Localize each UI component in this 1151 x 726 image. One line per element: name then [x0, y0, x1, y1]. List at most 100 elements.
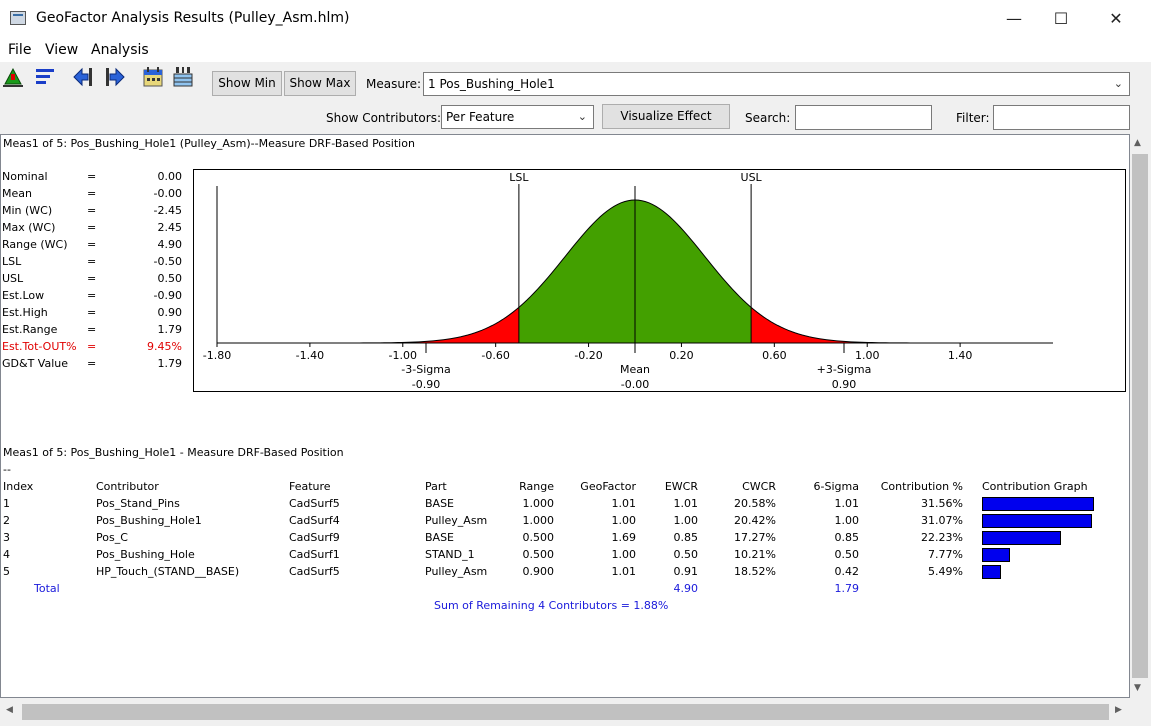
- tree-up-icon[interactable]: [2, 66, 24, 88]
- x-tick-label: 1.40: [948, 349, 973, 362]
- cell-contributor: Pos_Bushing_Hole: [96, 548, 195, 561]
- cell-cwcr: 20.58%: [734, 497, 776, 510]
- cell-cwcr: 10.21%: [734, 548, 776, 561]
- cell-geofactor: 1.69: [611, 531, 637, 544]
- cell-index: 4: [3, 548, 10, 561]
- cell-part: Pulley_Asm: [425, 565, 488, 578]
- out-of-spec-area-high: [751, 307, 914, 343]
- cell-ewcr: 0.50: [673, 548, 699, 561]
- window-title: GeoFactor Analysis Results (Pulley_Asm.h…: [36, 10, 350, 26]
- vertical-scroll-thumb[interactable]: [1132, 154, 1148, 678]
- column-header: Contributor: [96, 480, 159, 493]
- arrow-right-icon[interactable]: [104, 66, 126, 88]
- stat-equals: =: [87, 255, 97, 268]
- stat-equals: =: [87, 204, 97, 217]
- total-6-sigma: 1.79: [834, 582, 860, 595]
- measure-select[interactable]: 1 Pos_Bushing_Hole1 ⌄: [423, 72, 1130, 96]
- table-row: 5 HP_Touch_(STAND__BASE) CadSurf5 Pulley_As…: [0, 565, 1125, 582]
- stat-value: 1.79: [157, 323, 183, 336]
- menu-view[interactable]: View: [45, 42, 79, 58]
- show-min-button[interactable]: Show Min: [212, 71, 282, 96]
- marker-label: Mean: [620, 363, 650, 376]
- column-header: Contribution %: [880, 480, 963, 493]
- x-tick-label: -1.80: [203, 349, 231, 362]
- contributors-value: Per Feature: [446, 110, 515, 124]
- scroll-up-icon[interactable]: ▲: [1134, 138, 1141, 148]
- menu-analysis[interactable]: Analysis: [91, 42, 149, 58]
- x-tick-label: -1.40: [296, 349, 324, 362]
- measure-header: Meas1 of 5: Pos_Bushing_Hole1 (Pulley_As…: [3, 137, 415, 150]
- marker-label: -3-Sigma: [401, 363, 450, 376]
- scroll-right-icon[interactable]: ▶: [1115, 705, 1122, 715]
- menu-file[interactable]: File: [8, 42, 32, 58]
- column-header: Index: [3, 480, 34, 493]
- visualize-effect-button[interactable]: Visualize Effect: [602, 104, 730, 129]
- close-button[interactable]: ✕: [1109, 9, 1123, 28]
- stat-equals: =: [87, 289, 97, 302]
- show-max-button[interactable]: Show Max: [284, 71, 356, 96]
- cell-range: 1.000: [522, 497, 555, 510]
- cell-feature: CadSurf9: [289, 531, 340, 544]
- cell-part: STAND_1: [425, 548, 475, 561]
- marker-value: -0.90: [412, 378, 440, 391]
- stat-name: Min (WC): [2, 204, 53, 217]
- sort-list-icon[interactable]: [34, 66, 56, 88]
- chevron-down-icon: ⌄: [1113, 77, 1123, 90]
- stat-equals: =: [87, 221, 97, 234]
- cell-feature: CadSurf4: [289, 514, 340, 527]
- stat-value: -0.90: [153, 289, 182, 302]
- contribution-bar: [982, 514, 1092, 528]
- cell-cwcr: 17.27%: [734, 531, 776, 544]
- stat-equals: =: [87, 187, 97, 200]
- cell-index: 5: [3, 565, 10, 578]
- scroll-left-icon[interactable]: ◀: [6, 705, 13, 715]
- arrow-left-icon[interactable]: [72, 66, 94, 88]
- x-tick-label: 0.20: [669, 349, 694, 362]
- stat-name: Range (WC): [2, 238, 68, 251]
- contribution-bar: [982, 497, 1094, 511]
- stat-value: 1.79: [157, 357, 183, 370]
- contributors-select[interactable]: Per Feature ⌄: [441, 105, 594, 129]
- total-label: Total: [34, 582, 60, 595]
- measure-value: 1 Pos_Bushing_Hole1: [428, 77, 555, 91]
- usl-label: USL: [741, 171, 763, 184]
- cell-contributor: Pos_C: [96, 531, 128, 544]
- stat-equals: =: [87, 340, 97, 353]
- cell-index: 2: [3, 514, 10, 527]
- stat-value: -2.45: [153, 204, 182, 217]
- cell-6-sigma: 0.85: [834, 531, 860, 544]
- table-row: 4 Pos_Bushing_Hole CadSurf1 STAND_1 0.500 1.0…: [0, 548, 1125, 565]
- remaining-contributors-text: Sum of Remaining 4 Contributors = 1.88%: [434, 599, 669, 612]
- stat-name: Est.High: [2, 306, 48, 319]
- cell-contributor: HP_Touch_(STAND__BASE): [96, 565, 240, 578]
- column-header: Part: [425, 480, 447, 493]
- x-tick-label: 0.60: [762, 349, 787, 362]
- out-of-spec-area-low: [356, 307, 519, 343]
- cell-feature: CadSurf5: [289, 497, 340, 510]
- menu-bar: [0, 38, 1151, 62]
- contributors-label: Show Contributors:: [326, 111, 441, 125]
- total-ewcr: 4.90: [673, 582, 699, 595]
- cell-range: 0.500: [522, 548, 555, 561]
- maximize-button[interactable]: ☐: [1053, 9, 1069, 28]
- distribution-chart: -1.80 -1.40 -1.00 -0.60 -0.20 0.20 0.60 1.00 1.4…: [193, 169, 1126, 392]
- cell-range: 0.500: [522, 531, 555, 544]
- stat-value: 0.50: [157, 272, 183, 285]
- stat-name: LSL: [2, 255, 22, 268]
- stat-equals: =: [87, 357, 97, 370]
- horizontal-scroll-thumb[interactable]: [22, 704, 1109, 720]
- cell-feature: CadSurf1: [289, 548, 340, 561]
- filter-input[interactable]: [993, 105, 1130, 130]
- stat-name: Est.Range: [2, 323, 58, 336]
- cell-range: 1.000: [522, 514, 555, 527]
- calendar-icon[interactable]: [142, 66, 164, 88]
- minimize-button[interactable]: —: [1006, 9, 1022, 28]
- scroll-down-icon[interactable]: ▼: [1134, 683, 1141, 693]
- stat-value: -0.00: [153, 187, 182, 200]
- table-index-icon[interactable]: [172, 66, 194, 88]
- cell-geofactor: 1.00: [611, 514, 637, 527]
- table-row: 1 Pos_Stand_Pins CadSurf5 BASE 1.000 1.01 1.01…: [0, 497, 1125, 514]
- cell-range: 0.900: [522, 565, 555, 578]
- x-tick-label: 1.00: [855, 349, 880, 362]
- search-input[interactable]: [795, 105, 932, 130]
